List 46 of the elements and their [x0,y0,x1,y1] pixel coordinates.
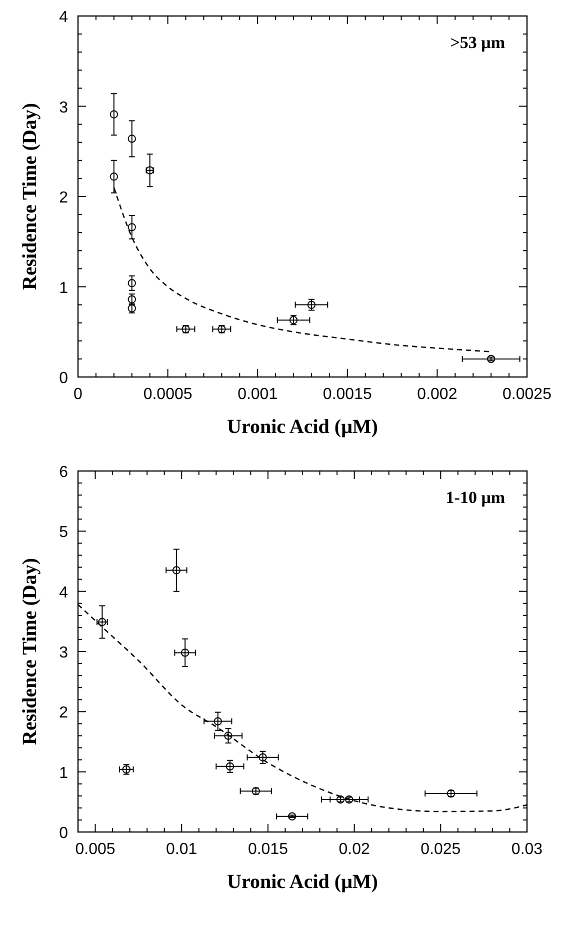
point [288,812,296,820]
point [110,172,118,181]
x-tick-label: 0.02 [338,841,370,858]
point [128,279,136,288]
point [214,717,222,726]
x-tick-label: 0.01 [166,841,198,858]
point [172,566,181,574]
x-tick-label: 0.0025 [502,386,552,403]
y-axis-title: Residence Time (Day) [19,558,41,746]
x-tick-label: 0.025 [420,841,461,858]
point [110,110,118,118]
x-axis-title: Uronic Acid (μM) [227,871,378,893]
point [128,134,136,143]
y-tick-label: 1 [59,280,68,297]
y-tick-label: 6 [59,464,68,481]
x-tick-label: 0.03 [511,841,543,858]
x-tick-label: 0.0005 [143,386,192,403]
x-tick-label: 0.015 [248,841,288,858]
x-tick-label: 0.0015 [322,386,372,403]
point [180,648,190,657]
x-axis-title: Uronic Acid (μM) [227,416,378,438]
point [128,295,136,304]
point [224,732,232,740]
annotation: 1-10 μm [446,488,505,507]
x-tick-label: 0.005 [75,841,116,858]
y-tick-label: 2 [59,190,68,206]
x-tick-label: 0.001 [238,386,278,403]
point [258,753,267,762]
y-tick-label: 0 [59,370,68,387]
y-tick-label: 1 [59,764,68,782]
point [98,618,106,626]
point [307,300,316,309]
point [226,762,234,771]
y-axis-title: Residence Time (Day) [19,102,41,290]
y-tick-label: 4 [59,9,68,26]
y-tick-label: 2 [59,704,68,722]
y-tick-label: 0 [59,825,68,842]
point [128,223,136,232]
y-tick-label: 3 [59,99,68,116]
x-tick-label: 0.002 [417,386,458,403]
annotation: >53 μm [450,33,505,52]
y-tick-label: 4 [59,584,68,602]
y-tick-label: 5 [59,524,68,542]
point [486,354,496,364]
x-tick-label: 0 [74,386,83,403]
y-tick-label: 3 [59,644,68,662]
